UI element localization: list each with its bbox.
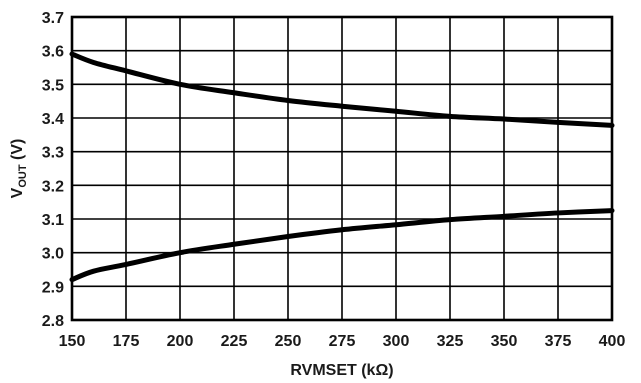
x-tick-label: 225 <box>221 333 248 350</box>
grid-lines <box>72 17 612 320</box>
y-tick-label: 3.2 <box>42 178 64 195</box>
plot-frame <box>70 15 614 322</box>
x-tick-label: 150 <box>59 333 86 350</box>
x-tick-label: 250 <box>275 333 302 350</box>
x-tick-label: 350 <box>491 333 518 350</box>
y-tick-label: 3.6 <box>42 44 64 61</box>
y-axis-title-sub: OUT <box>17 164 29 188</box>
y-tick-label: 2.8 <box>42 313 64 330</box>
y-tick-label: 3.5 <box>42 77 64 94</box>
y-tick-label: 3.0 <box>42 246 64 263</box>
x-tick-label: 375 <box>545 333 572 350</box>
y-tick-label: 2.9 <box>42 279 64 296</box>
series-curves <box>69 51 615 283</box>
x-axis-title: RVMSET (kΩ) <box>290 362 393 379</box>
x-tick-labels: 150 175 200 225 250 275 300 325 350 375 400 <box>59 333 626 350</box>
x-tick-label: 200 <box>167 333 194 350</box>
y-tick-label: 3.7 <box>42 10 64 27</box>
y-tick-label: 3.1 <box>42 212 64 229</box>
y-axis-title-main: V <box>9 187 26 198</box>
x-tick-label: 325 <box>437 333 464 350</box>
y-tick-label: 3.4 <box>42 111 64 128</box>
x-tick-label: 275 <box>329 333 356 350</box>
x-tick-label: 300 <box>383 333 410 350</box>
series-line-upper <box>69 51 615 128</box>
y-axis-title-unit: (V) <box>9 139 26 165</box>
x-tick-label: 175 <box>113 333 140 350</box>
x-tick-label: 400 <box>599 333 626 350</box>
y-tick-labels: 2.8 2.9 3.0 3.1 3.2 3.3 3.4 3.5 3.6 3.7 <box>42 10 64 330</box>
y-axis-title: VOUT (V) <box>9 139 29 199</box>
series-line-lower <box>69 208 615 283</box>
y-tick-label: 3.3 <box>42 145 64 162</box>
